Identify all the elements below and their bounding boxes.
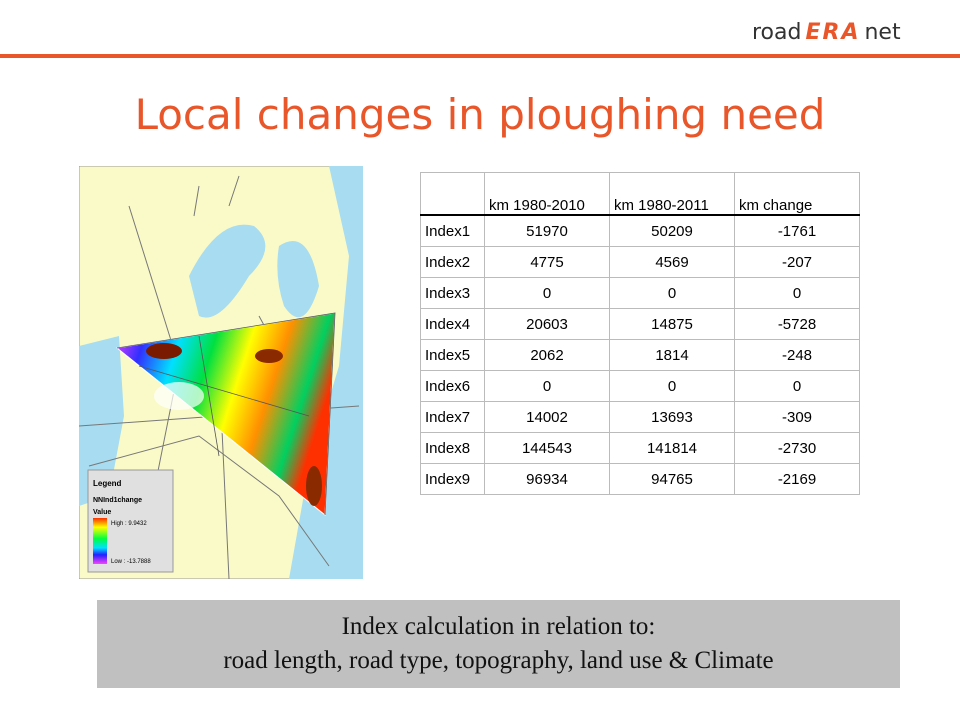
caption-box: Index calculation in relation to: road l… — [97, 600, 900, 688]
table-row: Index3 0 0 0 — [420, 277, 860, 309]
cell: -248 — [734, 339, 860, 371]
legend-high: High : 9.9432 — [111, 521, 147, 527]
table-row: Index5 2062 1814 -248 — [420, 339, 860, 371]
row-label: Index6 — [420, 370, 485, 402]
logo-right: net — [864, 20, 901, 45]
map: Legend NNInd1change Value High : 9.9432 … — [79, 166, 363, 579]
cell: 0 — [609, 370, 735, 402]
table-row: Index2 4775 4569 -207 — [420, 246, 860, 278]
cell: 50209 — [609, 214, 735, 247]
header-rule — [0, 54, 960, 58]
lake — [189, 224, 266, 318]
table-row: Index8 144543 141814 -2730 — [420, 432, 860, 464]
cell: -309 — [734, 401, 860, 433]
hotspot — [146, 343, 182, 359]
cell: 1814 — [609, 339, 735, 371]
cell: -2730 — [734, 432, 860, 464]
header-row: km 1980-2010 km 1980-2011 km change — [420, 172, 860, 216]
cell: 0 — [484, 277, 610, 309]
caption-line: road length, road type, topography, land… — [223, 647, 774, 674]
cell: 14875 — [609, 308, 735, 340]
caption-line: Index calculation in relation to: — [341, 613, 656, 640]
table-row: Index4 20603 14875 -5728 — [420, 308, 860, 340]
row-label: Index1 — [420, 214, 485, 247]
cell: -1761 — [734, 214, 860, 247]
cell: 0 — [484, 370, 610, 402]
legend-ramp — [93, 518, 107, 564]
hotspot — [306, 466, 322, 506]
table-row: Index9 96934 94765 -2169 — [420, 463, 860, 495]
cell: 144543 — [484, 432, 610, 464]
lowspot — [154, 382, 204, 410]
legend-field: Value — [93, 509, 111, 516]
cell: 4569 — [609, 246, 735, 278]
slide-title: Local changes in ploughing need — [134, 90, 826, 139]
sea — [79, 336, 124, 506]
row-label: Index9 — [420, 463, 485, 495]
cell: 0 — [609, 277, 735, 309]
table-row: Index6 0 0 0 — [420, 370, 860, 402]
legend-low: Low : -13.7888 — [111, 559, 151, 565]
header-cell: km 1980-2011 — [609, 172, 735, 216]
row-label: Index7 — [420, 401, 485, 433]
legend-layer: NNInd1change — [93, 497, 142, 504]
row-label: Index5 — [420, 339, 485, 371]
row-label: Index3 — [420, 277, 485, 309]
logo-left: road — [752, 20, 802, 45]
cell: 141814 — [609, 432, 735, 464]
cell: 96934 — [484, 463, 610, 495]
cell: 94765 — [609, 463, 735, 495]
cell: -2169 — [734, 463, 860, 495]
cell: -207 — [734, 246, 860, 278]
cell: 13693 — [609, 401, 735, 433]
index-table: km 1980-2010 km 1980-2011 km change Index1 5… — [420, 172, 860, 495]
cell: 51970 — [484, 214, 610, 247]
table-row: Index7 14002 13693 -309 — [420, 401, 860, 433]
cell: 14002 — [484, 401, 610, 433]
hotspot — [255, 349, 283, 363]
legend-title: Legend — [93, 479, 122, 488]
header-cell: km 1980-2010 — [484, 172, 610, 216]
row-label: Index2 — [420, 246, 485, 278]
logo-middle: ERA — [805, 20, 861, 45]
logo: road ERA net — [752, 20, 901, 45]
cell: 4775 — [484, 246, 610, 278]
header-cell: km change — [734, 172, 860, 216]
table-row: Index1 51970 50209 -1761 — [420, 214, 860, 247]
row-label: Index4 — [420, 308, 485, 340]
row-label: Index8 — [420, 432, 485, 464]
roads — [116, 312, 336, 516]
cell: 0 — [734, 370, 860, 402]
cell: 2062 — [484, 339, 610, 371]
cell: -5728 — [734, 308, 860, 340]
cell: 0 — [734, 277, 860, 309]
header-cell — [420, 172, 485, 216]
lake — [277, 241, 319, 318]
cell: 20603 — [484, 308, 610, 340]
